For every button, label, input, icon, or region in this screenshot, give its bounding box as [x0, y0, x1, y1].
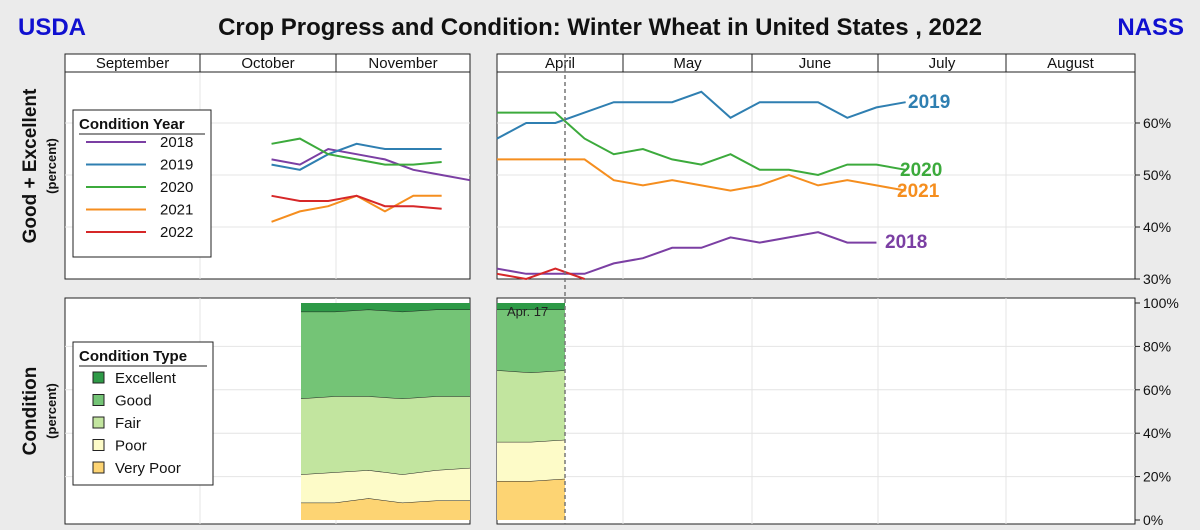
month-label-right: July	[929, 55, 956, 72]
legend-year-label: 2021	[160, 202, 193, 219]
marker-label: Apr. 17	[507, 304, 548, 319]
month-cell	[335, 53, 471, 73]
legend-year-label: 2018	[160, 134, 193, 151]
area-fair-spring	[497, 370, 565, 442]
line-2022-spring	[496, 267, 585, 281]
area-excellent-fall	[301, 303, 470, 312]
line-2020-spring	[497, 111, 906, 177]
top-ylabel: Good + Excellent	[20, 88, 41, 243]
nass-logo: NASS	[1117, 14, 1184, 41]
legend-year-label: 2019	[160, 157, 193, 174]
legend-condition-type: Condition Type Excellent Good Fair Poor Very…	[72, 341, 214, 486]
month-label-right: May	[673, 55, 702, 72]
legend-swatch-poor	[92, 439, 105, 451]
area-very-poor-fall	[301, 498, 470, 520]
legend-year-title: Condition Year	[79, 116, 185, 133]
month-label-right: June	[799, 55, 832, 72]
bottom-ytick-label: 40%	[1143, 425, 1171, 441]
bottom-ylabel: Condition	[20, 367, 41, 456]
legend-condition-year: Condition Year 2018 2019 2020 2021 2022	[72, 109, 212, 258]
month-label-left: November	[368, 55, 437, 72]
line-2020-fall	[271, 137, 442, 166]
line-2018-spring	[496, 231, 877, 275]
legend-type-label: Poor	[115, 438, 147, 455]
legend-swatch-fair	[92, 416, 105, 429]
month-cell	[1005, 53, 1136, 73]
month-label-left: September	[96, 55, 169, 72]
legend-year-label: 2022	[160, 224, 193, 241]
legend-type-label: Very Poor	[115, 460, 181, 477]
bottom-ytick-label: 20%	[1143, 469, 1171, 485]
legend-type-label: Good	[115, 393, 152, 410]
bottom-ytick-label: 100%	[1143, 295, 1179, 311]
month-label-right: August	[1047, 55, 1095, 72]
legend-type-label: Excellent	[115, 370, 177, 387]
top-right-panel	[496, 53, 1136, 280]
top-ytick-label: 30%	[1143, 271, 1171, 287]
series-end-label-2019: 2019	[908, 92, 950, 113]
top-ytick-label: 40%	[1143, 219, 1171, 235]
area-good-fall	[301, 309, 470, 399]
legend-swatch-excellent	[92, 371, 105, 384]
legend-swatch-very-poor	[92, 461, 105, 474]
line-2022-fall	[271, 194, 442, 210]
legend-year-label: 2020	[160, 179, 193, 196]
top-ysub: (percent)	[44, 138, 59, 194]
usda-logo: USDA	[18, 14, 87, 41]
area-fair-fall	[301, 396, 470, 475]
bottom-right-panel	[496, 297, 1136, 525]
area-very-poor-spring	[497, 478, 565, 520]
chart-title: Crop Progress and Condition: Winter Whea…	[218, 14, 982, 41]
series-end-label-2018: 2018	[885, 232, 927, 253]
legend-swatch-good	[92, 394, 105, 406]
top-ytick-label: 50%	[1143, 167, 1171, 183]
area-excellent-spring	[497, 303, 565, 310]
bottom-ytick-label: 60%	[1143, 382, 1171, 398]
series-end-label-2021: 2021	[897, 181, 940, 202]
line-2019-fall	[271, 142, 442, 171]
legend-type-label: Fair	[115, 415, 141, 432]
bottom-ytick-label: 0%	[1143, 512, 1163, 528]
series-end-label-2020: 2020	[900, 160, 942, 181]
area-poor-spring	[497, 439, 565, 481]
legend-type-title: Condition Type	[79, 348, 187, 365]
area-poor-fall	[301, 467, 470, 503]
bottom-ytick-label: 80%	[1143, 338, 1171, 354]
top-ytick-label: 60%	[1143, 115, 1171, 131]
line-2018-fall	[271, 147, 471, 182]
month-label-right: April	[545, 55, 575, 72]
bottom-ysub: (percent)	[44, 383, 59, 439]
month-label-left: October	[241, 55, 294, 72]
area-good-spring	[497, 309, 565, 373]
